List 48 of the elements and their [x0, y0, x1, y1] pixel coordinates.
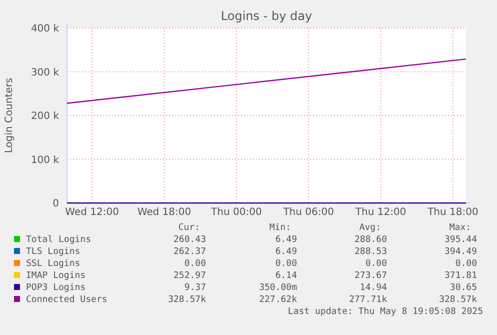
- text: 0.00: [455, 259, 477, 269]
- text: Min:: [269, 223, 291, 233]
- text: 273.67: [354, 271, 387, 281]
- text: 0.00: [275, 259, 297, 269]
- text: 328.57k: [168, 295, 207, 305]
- x-tick-label: Thu 06:00: [282, 207, 334, 218]
- text: 14.94: [360, 283, 387, 293]
- chart-title: Logins - by day: [220, 9, 312, 23]
- legend-label: IMAP Logins: [26, 271, 86, 281]
- x-tick-label: Wed 18:00: [137, 207, 192, 218]
- text: 6.14: [275, 271, 297, 281]
- text: 252.97: [173, 271, 206, 281]
- y-tick-label: 100 k: [30, 154, 60, 166]
- x-tick-label: Thu 00:00: [210, 207, 262, 218]
- y-tick-label: 200 k: [30, 111, 60, 122]
- text: 9.37: [184, 283, 206, 293]
- text: 262.37: [173, 247, 206, 257]
- text: 394.49: [444, 247, 477, 257]
- text: 30.65: [450, 283, 477, 293]
- text: 395.44: [444, 235, 477, 245]
- legend-label: Total Logins: [26, 235, 92, 245]
- text: 227.62k: [259, 295, 298, 305]
- text: 350.00m: [259, 283, 297, 293]
- text: 6.49: [275, 247, 297, 257]
- text: 277.71k: [349, 295, 388, 305]
- text: 288.53: [354, 247, 387, 257]
- x-tick-label: Wed 12:00: [65, 207, 119, 218]
- text: 0.00: [365, 259, 387, 269]
- text: 0.00: [184, 259, 206, 269]
- legend-label: TLS Logins: [26, 247, 80, 257]
- text: 288.60: [354, 235, 387, 245]
- legend-label: Connected Users: [26, 295, 108, 305]
- legend-label: POP3 Logins: [26, 283, 86, 293]
- y-axis-title: Login Counters: [4, 78, 15, 154]
- y-tick-label: 0: [52, 198, 59, 210]
- y-tick-label: 300 k: [30, 67, 60, 78]
- text: 328.57k: [439, 295, 478, 305]
- text: Cur:: [178, 223, 200, 233]
- text: 6.49: [275, 235, 297, 245]
- text: Max:: [449, 223, 471, 233]
- y-tick-label: 400 k: [30, 24, 60, 34]
- text: Last update: Thu May 8 19:05:08 2025: [288, 307, 483, 317]
- text: 371.81: [444, 271, 477, 281]
- legend-label: SSL Logins: [26, 259, 80, 269]
- text: 260.43: [173, 235, 206, 245]
- x-tick-label: Thu 12:00: [354, 207, 406, 218]
- text: Avg:: [359, 223, 381, 233]
- x-tick-label: Thu 18:00: [426, 207, 478, 218]
